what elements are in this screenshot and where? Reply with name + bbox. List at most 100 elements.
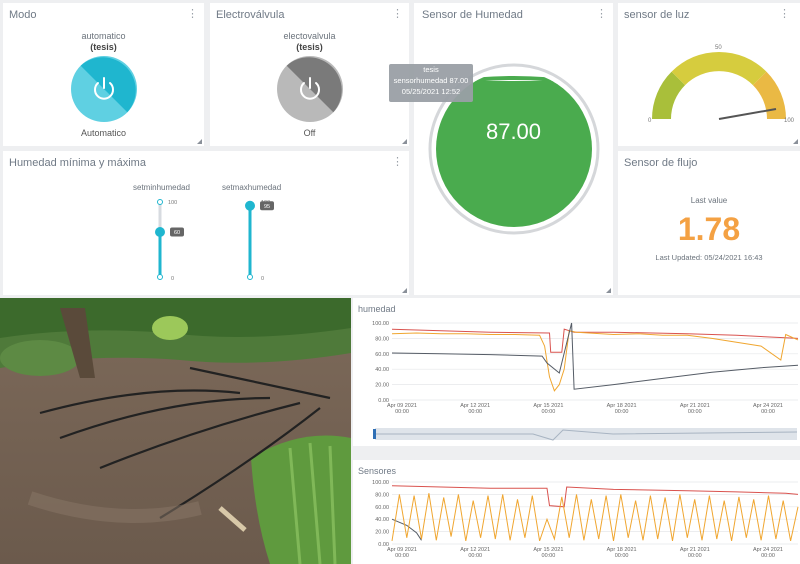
y-tick-label: 40.00 xyxy=(375,367,389,373)
modo-resize-handle[interactable] xyxy=(197,139,202,144)
y-tick-label: 0.00 xyxy=(378,398,389,404)
modo-widget: Modo ⋮ automatico (tesis) Automatico xyxy=(3,3,204,146)
x-tick-label: 00:00 xyxy=(615,409,629,415)
y-tick-label: 80.00 xyxy=(375,336,389,342)
modo-group: (tesis) xyxy=(90,42,117,52)
x-tick-label: 00:00 xyxy=(761,553,775,559)
flow-value: 1.78 xyxy=(677,211,741,247)
x-tick-label: Apr 24 2021 xyxy=(753,403,783,409)
x-tick-label: Apr 15 2021 xyxy=(533,403,563,409)
x-tick-label: Apr 09 2021 xyxy=(387,403,417,409)
max-slider-value: 95 xyxy=(264,204,270,210)
modo-power-toggle[interactable] xyxy=(70,55,138,123)
x-tick-label: Apr 21 2021 xyxy=(680,547,710,553)
flow-updated: Last Updated: 05/24/2021 16:43 xyxy=(655,253,763,262)
y-tick-label: 80.00 xyxy=(375,492,389,498)
valve-menu-icon[interactable]: ⋮ xyxy=(392,8,403,20)
x-tick-label: 00:00 xyxy=(761,409,775,415)
tooltip-line1: tesis xyxy=(423,65,439,74)
max-humidity-slider[interactable]: 100 0 95 xyxy=(233,196,293,286)
tooltip-line3: 05/25/2021 12:52 xyxy=(401,87,461,96)
sensores-chart-panel: Sensores 0.00 20.00 40.00 60.00 80.00 100.00 A… xyxy=(353,460,800,564)
sensores-line-chart: 0.00 20.00 40.00 60.00 80.00 100.00 Apr 09 202… xyxy=(372,480,799,559)
max-slider-label: setmaxhumedad xyxy=(222,183,282,192)
series-line-1 xyxy=(391,330,799,392)
y-tick-label: 20.00 xyxy=(375,530,389,536)
x-tick-label: Apr 18 2021 xyxy=(607,547,637,553)
flow-caption: Last value xyxy=(690,196,728,205)
min-slider-value: 60 xyxy=(174,230,180,236)
navigator-strip xyxy=(375,428,797,440)
valve-title: Electroválvula xyxy=(216,9,285,21)
modo-device: automatico xyxy=(81,31,126,41)
x-tick-label: Apr 15 2021 xyxy=(533,547,563,553)
gauge-mid-label: 50 xyxy=(715,45,722,51)
humedad-chart-title: humedad xyxy=(358,304,396,314)
min-humidity-slider[interactable]: 100 0 60 xyxy=(143,196,203,286)
y-tick-label: 0.00 xyxy=(378,542,389,548)
minmax-resize-handle[interactable] xyxy=(402,288,407,293)
min-slider-top: 100 xyxy=(168,200,177,206)
humidity-value: 87.00 xyxy=(485,119,542,144)
max-slider-knob xyxy=(245,200,255,211)
valve-device: electovalvula xyxy=(283,31,336,41)
valve-group: (tesis) xyxy=(296,42,323,52)
humidity-widget: Sensor de Humedad ⋮ 87.00 xyxy=(414,3,613,295)
x-tick-label: Apr 12 2021 xyxy=(460,547,490,553)
series-line-0 xyxy=(391,485,799,508)
x-tick-label: 00:00 xyxy=(688,409,702,415)
series-line-2 xyxy=(391,322,799,390)
humidity-resize-handle[interactable] xyxy=(606,288,611,293)
modo-title: Modo xyxy=(9,9,37,21)
valve-resize-handle[interactable] xyxy=(402,139,407,144)
x-tick-label: Apr 09 2021 xyxy=(387,547,417,553)
x-tick-label: 00:00 xyxy=(468,553,482,559)
y-tick-label: 60.00 xyxy=(375,505,389,511)
power-icon xyxy=(300,77,320,100)
light-gauge: 0 50 100 xyxy=(648,45,794,124)
valve-power-toggle[interactable] xyxy=(276,55,344,123)
minmax-menu-icon[interactable]: ⋮ xyxy=(392,156,403,168)
y-tick-label: 20.00 xyxy=(375,383,389,389)
x-tick-label: 00:00 xyxy=(688,553,702,559)
modo-menu-icon[interactable]: ⋮ xyxy=(187,8,198,20)
min-slider-knob xyxy=(155,227,165,237)
y-tick-label: 60.00 xyxy=(375,352,389,358)
minmax-title: Humedad mínima y máxima xyxy=(9,157,146,169)
humedad-chart-panel: humedad 0.00 20.00 40.00 60.00 80.00 100.00 Ap… xyxy=(353,298,800,446)
series-line-2 xyxy=(391,493,799,542)
x-tick-label: 00:00 xyxy=(395,553,409,559)
x-tick-label: Apr 12 2021 xyxy=(460,403,490,409)
minmax-widget: Humedad mínima y máxima ⋮ setminhumedad … xyxy=(3,151,409,295)
tooltip-line2: sensorhumedad 87.00 xyxy=(393,76,469,85)
x-tick-label: 00:00 xyxy=(395,409,409,415)
min-slider-bottom: 0 xyxy=(171,276,174,282)
power-icon xyxy=(94,77,114,100)
x-tick-label: Apr 24 2021 xyxy=(753,547,783,553)
light-title: sensor de luz xyxy=(624,9,690,21)
humidity-menu-icon[interactable]: ⋮ xyxy=(596,8,607,20)
x-tick-label: 00:00 xyxy=(542,553,556,559)
x-tick-label: 00:00 xyxy=(615,553,629,559)
valve-state: Off xyxy=(303,128,316,138)
humidity-tooltip: tesis sensorhumedad 87.00 05/25/2021 12:… xyxy=(389,64,473,102)
navigator-line xyxy=(375,429,798,441)
field-photo xyxy=(0,298,351,564)
max-slider-bottom: 0 xyxy=(261,276,264,282)
sensores-chart-title: Sensores xyxy=(358,466,397,476)
modo-state: Automatico xyxy=(80,128,127,138)
light-menu-icon[interactable]: ⋮ xyxy=(779,8,790,20)
y-tick-label: 100.00 xyxy=(372,480,389,486)
x-tick-label: 00:00 xyxy=(542,409,556,415)
gauge-needle xyxy=(718,108,777,120)
humedad-line-chart: 0.00 20.00 40.00 60.00 80.00 100.00 Apr 09 202… xyxy=(372,321,799,441)
y-tick-label: 100.00 xyxy=(372,321,389,327)
navigator-handle-left xyxy=(373,429,376,439)
valve-widget: Electroválvula ⋮ electovalvula (tesis) O… xyxy=(210,3,409,146)
y-tick-label: 40.00 xyxy=(375,517,389,523)
light-resize-handle[interactable] xyxy=(793,139,798,144)
gauge-max-label: 100 xyxy=(784,118,794,124)
series-line-0 xyxy=(391,328,799,353)
flow-widget: Sensor de flujo Last value 1.78 Last Upd… xyxy=(618,151,800,295)
x-tick-label: 00:00 xyxy=(468,409,482,415)
